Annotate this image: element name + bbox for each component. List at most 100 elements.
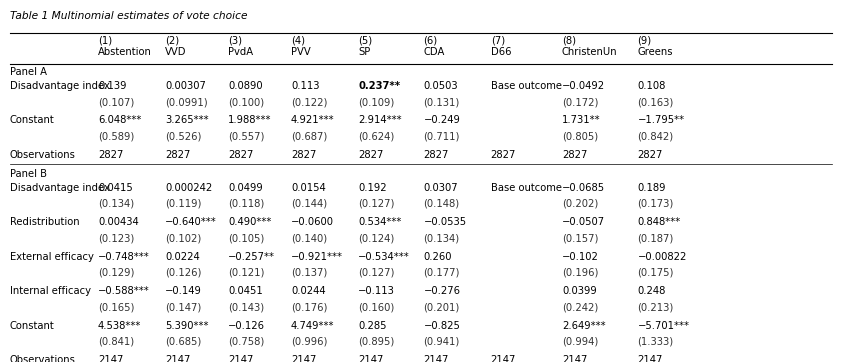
Text: 2827: 2827: [98, 150, 123, 160]
Text: −0.0600: −0.0600: [291, 217, 334, 227]
Text: (0.841): (0.841): [98, 337, 134, 347]
Text: (0.758): (0.758): [228, 337, 264, 347]
Text: 0.248: 0.248: [637, 286, 666, 296]
Text: (0.157): (0.157): [562, 233, 599, 243]
Text: −0.588***: −0.588***: [98, 286, 150, 296]
Text: 2147: 2147: [562, 355, 588, 362]
Text: (0.165): (0.165): [98, 302, 134, 312]
Text: 2147: 2147: [98, 355, 123, 362]
Text: 0.260: 0.260: [424, 252, 452, 262]
Text: −0.825: −0.825: [424, 321, 461, 331]
Text: 2147: 2147: [424, 355, 449, 362]
Text: (6): (6): [424, 36, 438, 46]
Text: (0.842): (0.842): [637, 132, 674, 142]
Text: Observations: Observations: [10, 150, 76, 160]
Text: (0.121): (0.121): [228, 268, 264, 278]
Text: 2827: 2827: [491, 150, 516, 160]
Text: (0.177): (0.177): [424, 268, 460, 278]
Text: PvdA: PvdA: [228, 47, 253, 56]
Text: (0.102): (0.102): [165, 233, 201, 243]
Text: VVD: VVD: [165, 47, 187, 56]
Text: 2827: 2827: [165, 150, 190, 160]
Text: (0.119): (0.119): [165, 199, 201, 209]
Text: Redistribution: Redistribution: [10, 217, 79, 227]
Text: 2827: 2827: [637, 150, 663, 160]
Text: 0.490***: 0.490***: [228, 217, 271, 227]
Text: 4.749***: 4.749***: [291, 321, 334, 331]
Text: (0.624): (0.624): [358, 132, 394, 142]
Text: (0.0991): (0.0991): [165, 97, 208, 107]
Text: −1.795**: −1.795**: [637, 115, 685, 125]
Text: −0.102: −0.102: [562, 252, 599, 262]
Text: (0.805): (0.805): [562, 132, 598, 142]
Text: (0.557): (0.557): [228, 132, 264, 142]
Text: 0.285: 0.285: [358, 321, 386, 331]
Text: −0.276: −0.276: [424, 286, 461, 296]
Text: (9): (9): [637, 36, 652, 46]
Text: Observations: Observations: [10, 355, 76, 362]
Text: (0.160): (0.160): [358, 302, 394, 312]
Text: Disadvantage index: Disadvantage index: [10, 81, 109, 91]
Text: (0.144): (0.144): [291, 199, 327, 209]
Text: (0.129): (0.129): [98, 268, 134, 278]
Text: (1.333): (1.333): [637, 337, 674, 347]
Text: −0.534***: −0.534***: [358, 252, 410, 262]
Text: −0.921***: −0.921***: [291, 252, 343, 262]
Text: (0.123): (0.123): [98, 233, 134, 243]
Text: D66: D66: [491, 47, 511, 56]
Text: (0.126): (0.126): [165, 268, 201, 278]
Text: SP: SP: [358, 47, 370, 56]
Text: 2.649***: 2.649***: [562, 321, 605, 331]
Text: Greens: Greens: [637, 47, 673, 56]
Text: (0.173): (0.173): [637, 199, 674, 209]
Text: 0.0244: 0.0244: [291, 286, 326, 296]
Text: −0.640***: −0.640***: [165, 217, 216, 227]
Text: 0.189: 0.189: [637, 183, 666, 193]
Text: 2147: 2147: [358, 355, 383, 362]
Text: (0.124): (0.124): [358, 233, 394, 243]
Text: CDA: CDA: [424, 47, 445, 56]
Text: (3): (3): [228, 36, 242, 46]
Text: 0.113: 0.113: [291, 81, 319, 91]
Text: (0.711): (0.711): [424, 132, 460, 142]
Text: PVV: PVV: [291, 47, 311, 56]
Text: 0.848***: 0.848***: [637, 217, 681, 227]
Text: (0.163): (0.163): [637, 97, 674, 107]
Text: (8): (8): [562, 36, 576, 46]
Text: (0.147): (0.147): [165, 302, 201, 312]
Text: 0.00434: 0.00434: [98, 217, 139, 227]
Text: (0.175): (0.175): [637, 268, 674, 278]
Text: (0.107): (0.107): [98, 97, 134, 107]
Text: 4.538***: 4.538***: [98, 321, 141, 331]
Text: Panel A: Panel A: [10, 67, 47, 77]
Text: (5): (5): [358, 36, 372, 46]
Text: 0.0399: 0.0399: [562, 286, 597, 296]
Text: 0.139: 0.139: [98, 81, 126, 91]
Text: 0.0451: 0.0451: [228, 286, 263, 296]
Text: (2): (2): [165, 36, 179, 46]
Text: −0.0685: −0.0685: [562, 183, 605, 193]
Text: 2827: 2827: [291, 150, 317, 160]
Text: −0.126: −0.126: [228, 321, 265, 331]
Text: (0.242): (0.242): [562, 302, 598, 312]
Text: (0.109): (0.109): [358, 97, 394, 107]
Text: (0.176): (0.176): [291, 302, 328, 312]
Text: (0.105): (0.105): [228, 233, 264, 243]
Text: Disadvantage index: Disadvantage index: [10, 183, 109, 193]
Text: (0.143): (0.143): [228, 302, 264, 312]
Text: (0.137): (0.137): [291, 268, 328, 278]
Text: 2147: 2147: [228, 355, 253, 362]
Text: Internal efficacy: Internal efficacy: [10, 286, 91, 296]
Text: 2827: 2827: [562, 150, 588, 160]
Text: 2827: 2827: [228, 150, 253, 160]
Text: Base outcome: Base outcome: [491, 81, 562, 91]
Text: (0.213): (0.213): [637, 302, 674, 312]
Text: (0.202): (0.202): [562, 199, 598, 209]
Text: 1.988***: 1.988***: [228, 115, 271, 125]
Text: 3.265***: 3.265***: [165, 115, 209, 125]
Text: (0.526): (0.526): [165, 132, 201, 142]
Text: 0.0503: 0.0503: [424, 81, 458, 91]
Text: 0.00307: 0.00307: [165, 81, 206, 91]
Text: 0.0890: 0.0890: [228, 81, 263, 91]
Text: (0.685): (0.685): [165, 337, 201, 347]
